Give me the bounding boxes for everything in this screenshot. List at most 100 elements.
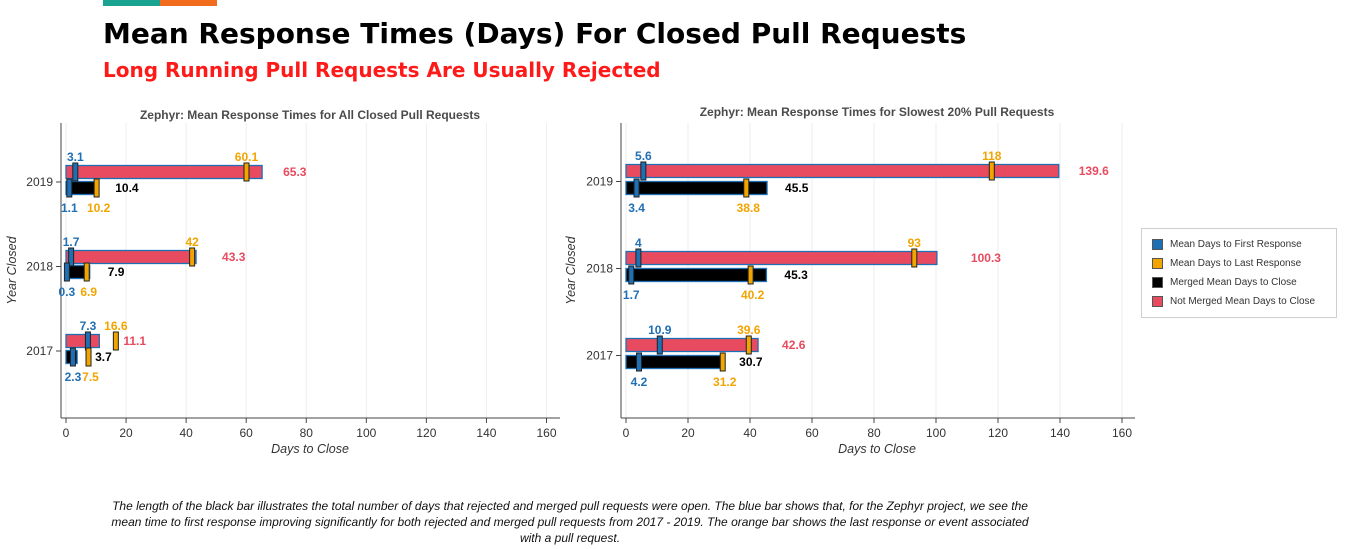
data-label-first-response: 1.1 bbox=[61, 201, 78, 215]
page-subtitle: Long Running Pull Requests Are Usually R… bbox=[103, 58, 661, 82]
data-label-not-merged: 65.3 bbox=[283, 165, 307, 179]
data-label-last-response: 38.8 bbox=[737, 201, 761, 215]
marker-first-response bbox=[84, 331, 91, 351]
bar-not-merged bbox=[65, 333, 100, 349]
data-label-last-response: 42 bbox=[185, 235, 199, 249]
marker-first-response bbox=[633, 178, 640, 198]
bar-not-merged bbox=[625, 163, 1060, 179]
marker-last-response bbox=[745, 335, 752, 355]
data-label-not-merged: 11.1 bbox=[123, 334, 146, 348]
x-tick-label: 120 bbox=[416, 426, 436, 440]
x-axis-label: Days to Close bbox=[838, 442, 916, 456]
data-label-merged: 45.5 bbox=[785, 181, 809, 195]
data-label-first-response: 3.4 bbox=[628, 201, 645, 215]
data-label-last-response: 40.2 bbox=[741, 288, 765, 302]
marker-last-response bbox=[93, 178, 100, 198]
y-tick-label: 2017 bbox=[586, 349, 613, 363]
legend-label: Mean Days to Last Response bbox=[1170, 257, 1302, 269]
data-label-not-merged: 100.3 bbox=[971, 251, 1001, 265]
marker-first-response bbox=[69, 347, 76, 367]
accent-bar-teal bbox=[103, 0, 160, 6]
data-label-merged: 10.4 bbox=[115, 181, 139, 195]
data-label-last-response: 10.2 bbox=[87, 201, 111, 215]
y-axis-label: Year Closed bbox=[5, 235, 19, 304]
x-tick-label: 60 bbox=[805, 426, 819, 440]
caption-text: The length of the black bar illustrates … bbox=[111, 499, 1029, 545]
bar-merged bbox=[625, 267, 768, 283]
marker-first-response bbox=[656, 335, 663, 355]
chart-title: Zephyr: Mean Response Times for Slowest … bbox=[700, 105, 1055, 119]
legend-item-first-response[interactable]: Mean Days to First Response bbox=[1152, 237, 1302, 251]
data-label-first-response: 2.3 bbox=[65, 370, 82, 384]
legend-item-merged[interactable]: Merged Mean Days to Close bbox=[1152, 275, 1297, 289]
accent-bar-orange bbox=[160, 0, 217, 6]
data-label-merged: 45.3 bbox=[784, 268, 808, 282]
data-label-last-response: 39.6 bbox=[737, 323, 761, 337]
data-label-not-merged: 42.6 bbox=[782, 338, 806, 352]
data-label-first-response: 3.1 bbox=[67, 150, 84, 164]
data-label-last-response: 7.5 bbox=[82, 370, 99, 384]
y-tick-label: 2019 bbox=[26, 175, 53, 189]
data-label-first-response: 1.7 bbox=[623, 288, 640, 302]
data-label-first-response: 1.7 bbox=[63, 235, 80, 249]
marker-last-response bbox=[743, 178, 750, 198]
data-label-last-response: 93 bbox=[908, 236, 922, 250]
x-tick-label: 20 bbox=[681, 426, 695, 440]
data-label-first-response: 5.6 bbox=[635, 149, 652, 163]
data-label-first-response: 4 bbox=[635, 236, 642, 250]
legend-swatch-first-response bbox=[1152, 238, 1163, 250]
bar-merged bbox=[625, 180, 768, 196]
legend-swatch-merged bbox=[1152, 276, 1163, 288]
marker-last-response bbox=[189, 247, 196, 267]
data-label-merged: 7.9 bbox=[108, 265, 125, 279]
x-tick-label: 100 bbox=[356, 426, 376, 440]
y-tick-label: 2018 bbox=[26, 260, 53, 274]
legend-item-last-response[interactable]: Mean Days to Last Response bbox=[1152, 256, 1301, 270]
marker-last-response bbox=[911, 248, 918, 268]
data-label-not-merged: 139.6 bbox=[1079, 164, 1109, 178]
x-tick-label: 20 bbox=[119, 426, 133, 440]
x-tick-label: 40 bbox=[743, 426, 757, 440]
marker-last-response bbox=[719, 352, 726, 372]
bar-not-merged bbox=[65, 249, 197, 265]
data-label-last-response: 16.6 bbox=[104, 319, 128, 333]
x-tick-label: 40 bbox=[179, 426, 193, 440]
y-tick-label: 2018 bbox=[586, 262, 613, 276]
page-title: Mean Response Times (Days) For Closed Pu… bbox=[103, 17, 967, 50]
data-label-merged: 3.7 bbox=[95, 350, 112, 364]
y-tick-label: 2019 bbox=[586, 175, 613, 189]
data-label-first-response: 7.3 bbox=[80, 319, 97, 333]
marker-last-response bbox=[112, 331, 119, 351]
legend-item-not-merged[interactable]: Not Merged Mean Days to Close bbox=[1152, 294, 1315, 308]
marker-first-response bbox=[636, 352, 643, 372]
x-axis-label: Days to Close bbox=[271, 442, 349, 456]
data-label-first-response: 0.3 bbox=[59, 285, 76, 299]
x-tick-label: 100 bbox=[926, 426, 946, 440]
x-tick-label: 120 bbox=[988, 426, 1008, 440]
marker-last-response bbox=[747, 265, 754, 285]
legend-label: Mean Days to First Response bbox=[1170, 238, 1302, 250]
marker-first-response bbox=[72, 162, 79, 182]
legend-swatch-not-merged bbox=[1152, 295, 1163, 307]
chart-legend: Mean Days to First Response Mean Days to… bbox=[1141, 228, 1337, 318]
data-label-last-response: 60.1 bbox=[235, 150, 259, 164]
marker-first-response bbox=[628, 265, 635, 285]
data-label-last-response: 31.2 bbox=[713, 375, 737, 389]
x-tick-label: 80 bbox=[300, 426, 314, 440]
marker-last-response bbox=[988, 161, 995, 181]
data-label-last-response: 118 bbox=[982, 149, 1002, 163]
marker-last-response bbox=[83, 262, 90, 282]
legend-label: Merged Mean Days to Close bbox=[1170, 276, 1297, 288]
legend-swatch-last-response bbox=[1152, 257, 1163, 269]
data-label-first-response: 4.2 bbox=[631, 375, 648, 389]
bar-not-merged bbox=[625, 337, 759, 353]
marker-last-response bbox=[85, 347, 92, 367]
data-label-first-response: 10.9 bbox=[648, 323, 672, 337]
marker-first-response bbox=[640, 161, 647, 181]
x-tick-label: 160 bbox=[1112, 426, 1132, 440]
marker-first-response bbox=[66, 178, 73, 198]
marker-first-response bbox=[63, 262, 70, 282]
x-tick-label: 0 bbox=[63, 426, 70, 440]
y-axis-label: Year Closed bbox=[564, 235, 578, 304]
